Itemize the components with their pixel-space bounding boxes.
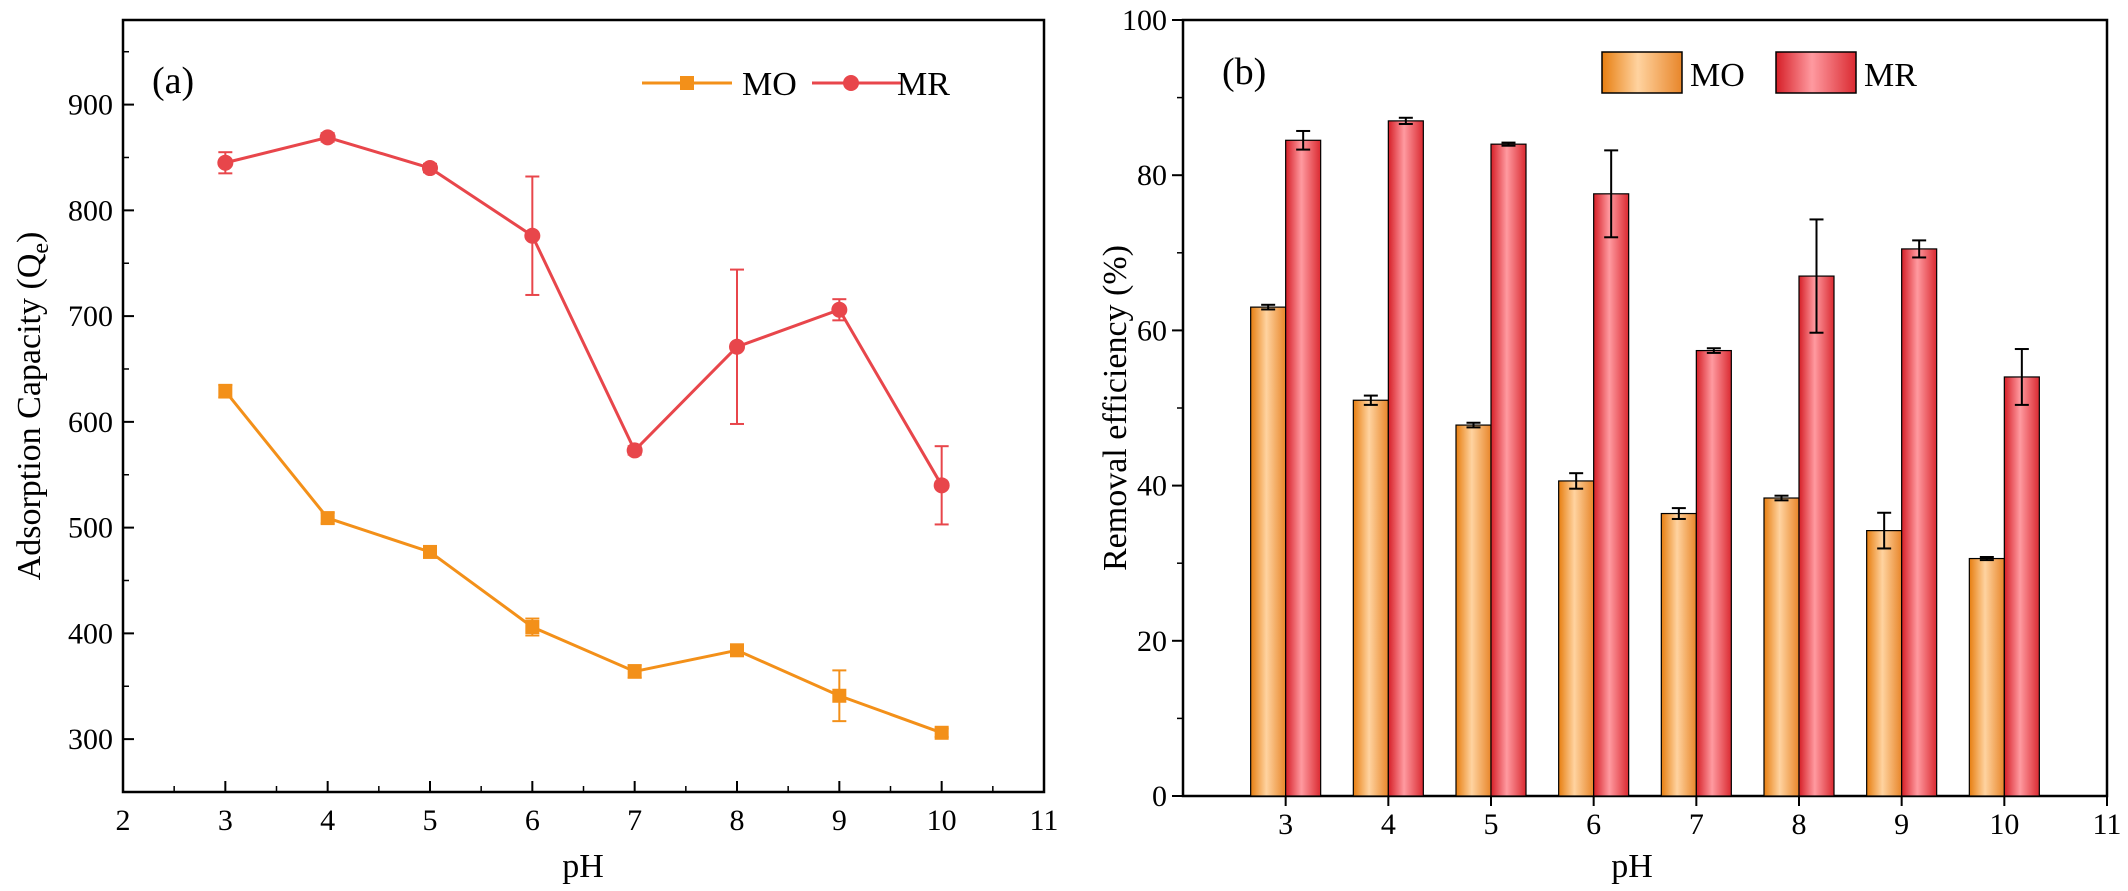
x-tick-label-7: 7: [1689, 808, 1704, 841]
x-tick-label-5: 5: [423, 804, 438, 837]
panel-a-error-bars: [218, 132, 949, 739]
panel-b-legend: MO MR: [1601, 51, 1917, 94]
bar-mo-ph3: [1250, 306, 1287, 797]
y-tick-label-40: 40: [1137, 470, 1167, 503]
y-tick-label-100: 100: [1122, 4, 1167, 37]
bar-mo-ph9: [1866, 530, 1903, 797]
bar-mo-ph8: [1763, 497, 1800, 797]
panel-a-y-axis-title-main: Adsorption Capacity (Q: [11, 254, 48, 581]
legend-mr-swatch: [1775, 51, 1857, 94]
point-mr-ph5: [422, 160, 438, 177]
point-mr-ph8: [729, 338, 745, 355]
point-mo-ph6: [525, 620, 540, 635]
y-tick-label-60: 60: [1137, 314, 1167, 347]
bar-mo-ph5: [1455, 424, 1492, 797]
x-tick-label-3: 3: [1278, 808, 1293, 841]
point-mr-ph7: [626, 442, 643, 459]
x-tick-label-6: 6: [1586, 808, 1601, 841]
point-mr-ph10: [933, 477, 950, 494]
x-tick-label-8: 8: [1792, 808, 1807, 841]
panel-a-markers: [217, 129, 950, 740]
panel-a-y-axis-title-end: ): [11, 232, 48, 243]
panel-a-y-axis-title-sub: e: [28, 243, 54, 254]
y-tick-label-0: 0: [1152, 780, 1167, 813]
panel-a-y-axis-title: Adsorption Capacity (Qe): [11, 232, 54, 581]
line-mr: [224, 135, 943, 487]
point-mo-ph7: [627, 664, 642, 679]
panel-a-series-lines: [224, 135, 943, 735]
y-tick-label-80: 80: [1137, 159, 1167, 192]
panel-a-line-chart: 2 3 4 5 6 7 8 9 10 11 300 400 500 600 700 800 900 (a) pH…: [11, 18, 1059, 885]
y-tick-label-900: 900: [68, 89, 113, 122]
bar-mr-ph3: [1285, 139, 1322, 797]
point-mo-ph10: [934, 725, 949, 740]
x-tick-label-5: 5: [1484, 808, 1499, 841]
y-tick-label-500: 500: [68, 512, 113, 545]
legend-mo-swatch: [1601, 51, 1683, 94]
point-mo-ph9: [832, 688, 847, 703]
panel-b-ticks: 3 4 5 6 7 8 9 10 11 0 20 40 60 80 100: [1122, 4, 2121, 841]
bar-mr-ph4: [1387, 120, 1424, 797]
line-mo: [224, 390, 943, 735]
point-mo-ph4: [320, 511, 335, 526]
panel-a-x-axis-title: pH: [562, 848, 604, 885]
y-tick-label-700: 700: [68, 300, 113, 333]
bar-mr-ph6: [1593, 193, 1630, 797]
bar-mo-ph10: [1968, 557, 2005, 797]
bar-mr-ph5: [1490, 143, 1527, 797]
y-tick-label-300: 300: [68, 723, 113, 756]
bar-mr-ph7: [1695, 349, 1732, 797]
panel-b-label: (b): [1222, 51, 1266, 93]
x-tick-label-7: 7: [627, 804, 642, 837]
bar-mr-ph8: [1798, 275, 1835, 797]
x-tick-label-9: 9: [832, 804, 847, 837]
bar-mo-ph7: [1660, 512, 1697, 797]
legend-mr-marker: [843, 75, 859, 91]
x-tick-label-11: 11: [2093, 808, 2122, 841]
panel-a-legend-mr-label: MR: [897, 66, 950, 103]
x-tick-label-4: 4: [320, 804, 335, 837]
panel-b-legend-mr-label: MR: [1864, 57, 1917, 94]
point-mo-ph3: [218, 384, 233, 399]
x-tick-label-8: 8: [730, 804, 745, 837]
legend-mo-marker: [680, 76, 694, 90]
panel-a-ticks: 2 3 4 5 6 7 8 9 10 11 300 400 500 600 700 800 900: [68, 50, 1059, 837]
point-mr-ph9: [831, 301, 848, 318]
panel-b-plot-frame: [1181, 18, 2109, 798]
x-tick-label-6: 6: [525, 804, 540, 837]
point-mr-ph6: [524, 227, 541, 244]
panel-b-bars: [1250, 120, 2040, 797]
x-tick-label-11: 11: [1030, 804, 1059, 837]
panel-b-legend-mo-label: MO: [1690, 57, 1745, 94]
point-mr-ph4: [319, 129, 336, 146]
bar-mo-ph4: [1352, 399, 1389, 797]
point-mo-ph5: [423, 544, 437, 559]
bar-mr-ph9: [1901, 248, 1938, 797]
bar-mo-ph6: [1558, 480, 1595, 797]
panel-b-x-axis-title: pH: [1611, 848, 1653, 885]
y-tick-label-600: 600: [68, 406, 113, 439]
panel-b-error-bars: [1261, 116, 2029, 562]
panel-a-legend: MO MR: [642, 66, 950, 103]
y-tick-label-400: 400: [68, 617, 113, 650]
x-tick-label-9: 9: [1894, 808, 1909, 841]
panel-b-y-axis-title: Removal efficiency (%): [1097, 245, 1134, 571]
y-tick-label-800: 800: [68, 194, 113, 227]
bar-mr-ph10: [2003, 376, 2040, 797]
x-tick-label-3: 3: [218, 804, 233, 837]
y-tick-label-20: 20: [1137, 625, 1167, 658]
x-tick-label-2: 2: [116, 804, 131, 837]
point-mo-ph8: [730, 643, 744, 658]
point-mr-ph3: [217, 154, 234, 171]
panel-a-plot-frame: [121, 18, 1046, 794]
panel-a-legend-mo-label: MO: [742, 66, 797, 103]
x-tick-label-10: 10: [927, 804, 957, 837]
x-tick-label-10: 10: [1989, 808, 2019, 841]
x-tick-label-4: 4: [1381, 808, 1396, 841]
panel-b-bar-chart: 3 4 5 6 7 8 9 10 11 0 20 40 60 80 100 (b) pH Removal e…: [1097, 4, 2121, 885]
panel-a-label: (a): [152, 60, 194, 102]
